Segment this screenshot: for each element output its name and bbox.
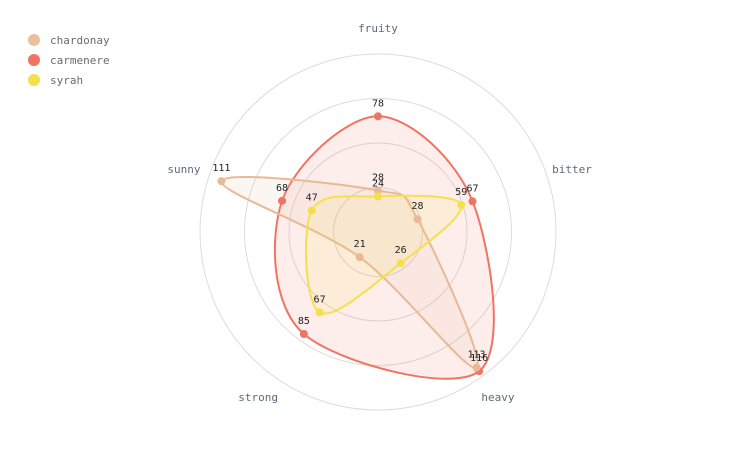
value-label-chardonay-heavy: 113 (467, 350, 485, 361)
legend-swatch (28, 74, 40, 86)
axis-label-bitter: bitter (552, 163, 592, 176)
value-label-chardonay-fruity: 28 (372, 172, 384, 183)
legend-label: chardonay (50, 33, 110, 47)
data-point-carmenere-bitter[interactable] (468, 197, 477, 206)
value-label-syrah-sunny: 47 (306, 192, 318, 203)
data-point-syrah-strong[interactable] (315, 308, 324, 317)
data-point-syrah-fruity[interactable] (374, 192, 382, 201)
legend-label: carmenere (50, 53, 110, 67)
axis-label-fruity: fruity (358, 22, 398, 35)
value-label-syrah-heavy: 26 (395, 245, 407, 256)
legend-label: syrah (50, 73, 84, 87)
data-point-carmenere-strong[interactable] (299, 330, 308, 339)
legend-item-syrah[interactable]: syrah (28, 70, 110, 90)
value-label-carmenere-sunny: 68 (276, 183, 288, 194)
data-point-syrah-sunny[interactable] (307, 206, 316, 215)
data-point-syrah-heavy[interactable] (396, 259, 405, 268)
value-label-chardonay-strong: 21 (354, 239, 366, 250)
legend-swatch (28, 34, 40, 46)
grid-ring (288, 142, 468, 322)
data-point-syrah-bitter[interactable] (457, 200, 466, 209)
grid-ring (244, 98, 512, 366)
legend: chardonay carmenere syrah (28, 30, 110, 90)
value-label-carmenere-strong: 85 (298, 316, 310, 327)
data-point-chardonay-bitter[interactable] (413, 215, 422, 224)
axis-labels: fruity bitter heavy strong sunny (167, 22, 592, 404)
data-point-chardonay-fruity[interactable] (374, 186, 382, 195)
data-point-chardonay-heavy[interactable] (472, 363, 481, 372)
value-labels: 78 67 116 85 68 28 28 113 21 111 24 59 26 67 47 (212, 98, 488, 364)
data-point-chardonay-sunny[interactable] (217, 177, 226, 186)
value-label-carmenere-fruity: 78 (372, 98, 384, 109)
grid-ring (199, 53, 557, 411)
axis-label-sunny: sunny (167, 163, 200, 176)
data-point-carmenere-sunny[interactable] (278, 196, 287, 205)
data-point-carmenere-fruity[interactable] (374, 112, 382, 121)
axis-label-strong: strong (238, 391, 278, 404)
value-label-carmenere-bitter: 67 (466, 183, 478, 194)
series-areas (220, 115, 495, 380)
value-label-carmenere-heavy: 116 (470, 353, 488, 364)
axis-label-heavy: heavy (481, 391, 514, 404)
legend-swatch (28, 54, 40, 66)
value-label-syrah-bitter: 59 (455, 187, 467, 198)
legend-item-chardonay[interactable]: chardonay (28, 30, 110, 50)
value-label-chardonay-bitter: 28 (411, 201, 423, 212)
value-label-syrah-fruity: 24 (372, 178, 384, 189)
value-label-chardonay-sunny: 111 (212, 163, 230, 174)
data-points (217, 112, 484, 376)
data-point-chardonay-strong[interactable] (355, 253, 364, 262)
grid-rings (199, 53, 557, 411)
value-label-syrah-strong: 67 (314, 294, 326, 305)
legend-item-carmenere[interactable]: carmenere (28, 50, 110, 70)
